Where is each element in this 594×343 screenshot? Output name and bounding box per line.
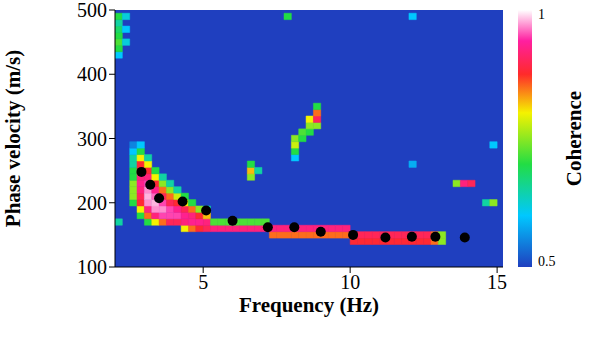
svg-text:15: 15 xyxy=(487,271,507,293)
svg-text:10: 10 xyxy=(340,271,360,293)
svg-text:5: 5 xyxy=(198,271,208,293)
svg-text:Frequency (Hz): Frequency (Hz) xyxy=(239,293,379,317)
svg-text:300: 300 xyxy=(77,128,107,150)
svg-text:200: 200 xyxy=(77,192,107,214)
svg-text:400: 400 xyxy=(77,63,107,85)
svg-text:0.5: 0.5 xyxy=(538,254,556,269)
svg-text:500: 500 xyxy=(77,0,107,21)
svg-text:100: 100 xyxy=(77,256,107,278)
svg-text:Coherence: Coherence xyxy=(562,91,586,186)
svg-text:1: 1 xyxy=(538,7,545,22)
svg-text:Phase velocity (m/s): Phase velocity (m/s) xyxy=(1,50,25,227)
